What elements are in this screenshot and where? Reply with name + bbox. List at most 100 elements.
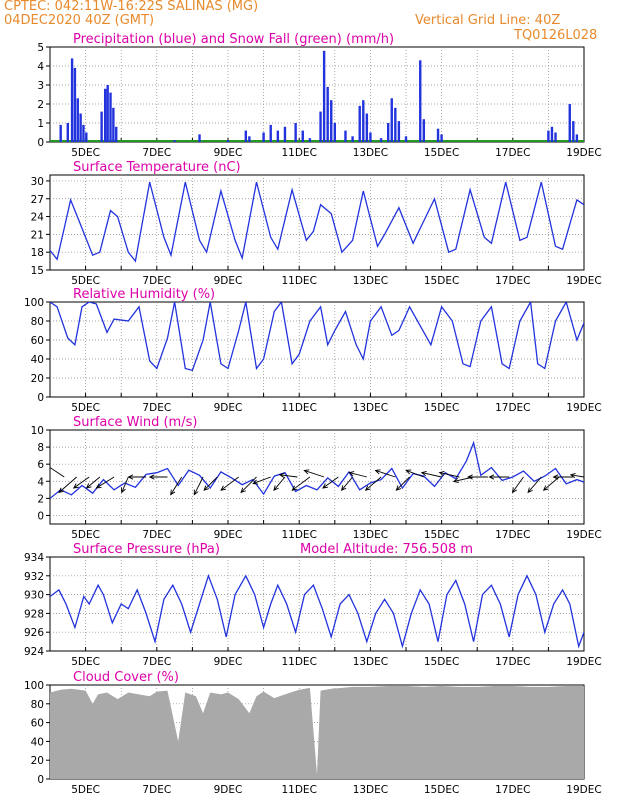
- wind-vector: [421, 472, 442, 478]
- precip-bar: [59, 124, 62, 142]
- panel-frame: [49, 174, 585, 271]
- series-group: [50, 302, 584, 372]
- y-tick-label: 18: [31, 247, 44, 259]
- y-tick-label: 40: [31, 736, 44, 748]
- precip-bar: [547, 130, 550, 142]
- x-tick-label: 13DEC: [353, 656, 388, 668]
- precip-bar: [226, 140, 230, 142]
- y-tick-label: 4: [37, 476, 44, 488]
- y-tick-label: 10: [31, 425, 44, 437]
- y-tick-label: 924: [24, 646, 44, 658]
- panel-2: Surface Temperature (nC) 15 18 21 24 27 30 5DEC…: [31, 160, 602, 287]
- y-tick-label: 932: [24, 571, 44, 583]
- wind-vector: [240, 476, 257, 493]
- wind-vector: [273, 476, 286, 491]
- wind-vector: [50, 466, 65, 478]
- series-line: [50, 302, 584, 372]
- wind-vector: [220, 476, 239, 491]
- precip-bar: [109, 92, 112, 142]
- x-tick-label: 19DEC: [566, 147, 601, 159]
- y-tick-label: 1: [37, 118, 44, 130]
- x-tick-label: 5DEC: [71, 656, 100, 668]
- wind-vector: [203, 476, 218, 491]
- precip-bar: [269, 124, 272, 142]
- precip-bar: [397, 121, 401, 142]
- wind-vector: [396, 476, 410, 491]
- wind-vector-head: [438, 471, 445, 477]
- precip-bar: [115, 126, 118, 142]
- y-tick-label: 0: [37, 774, 44, 786]
- x-tick-label: 17DEC: [495, 402, 530, 414]
- precip-bar: [79, 113, 82, 142]
- panel-title: Surface Wind (m/s): [73, 415, 197, 430]
- x-tick-label: 11DEC: [281, 275, 316, 287]
- precip-bar: [362, 100, 365, 142]
- x-tick-label: 11DEC: [281, 147, 316, 159]
- wind-vector: [121, 476, 129, 493]
- x-tick-label: 9DEC: [214, 529, 243, 541]
- y-tick-label: 2: [37, 493, 44, 505]
- x-tick-label: 11DEC: [281, 402, 316, 414]
- x-tick-label: 9DEC: [214, 147, 243, 159]
- wind-vector-head: [340, 485, 347, 491]
- panel-frame: [49, 556, 585, 652]
- y-tick-label: 0: [37, 137, 44, 149]
- precip-bar: [82, 124, 85, 142]
- precip-bar: [394, 107, 397, 142]
- y-tick-label: 20: [31, 373, 44, 385]
- x-tick-label: 5DEC: [71, 275, 100, 287]
- wind-vector: [58, 476, 77, 493]
- wind-vector-head: [467, 474, 473, 480]
- wind-vector: [527, 476, 542, 493]
- y-tick-label: 20: [31, 755, 44, 767]
- y-tick-label: 30: [31, 176, 44, 188]
- wind-vector-head: [193, 489, 199, 496]
- precip-bar: [112, 107, 115, 142]
- y-tick-label: 6: [37, 459, 44, 471]
- y-tick-label: 80: [31, 316, 44, 328]
- panel-title: Surface Temperature (nC): [73, 160, 241, 175]
- precip-bar: [326, 86, 329, 142]
- x-tick-label: 9DEC: [214, 402, 243, 414]
- x-tick-label: 7DEC: [142, 784, 171, 796]
- wind-vector-head: [85, 483, 92, 489]
- wind-vector-head: [420, 471, 427, 477]
- precip-bar: [73, 67, 77, 142]
- x-tick-label: 19DEC: [566, 402, 601, 414]
- cloud-cover-area: [50, 685, 584, 779]
- series-group: [50, 573, 584, 649]
- wind-vector: [365, 476, 382, 491]
- wind-vector: [170, 476, 183, 495]
- wind-vector: [570, 474, 584, 478]
- y-tick-label: 930: [24, 590, 44, 602]
- x-tick-label: 13DEC: [353, 784, 388, 796]
- precip-bar: [575, 134, 579, 142]
- series-line: [50, 440, 584, 499]
- wind-vector-head: [322, 483, 328, 489]
- y-tick-label: 926: [24, 627, 44, 639]
- wind-vector-head: [364, 485, 371, 491]
- x-tick-label: 17DEC: [495, 656, 530, 668]
- precip-bar: [322, 50, 326, 142]
- wind-vector-head: [220, 485, 227, 491]
- panel-frame: [49, 46, 585, 143]
- y-tick-label: 0: [37, 510, 44, 522]
- y-tick-label: 60: [31, 718, 44, 730]
- precip-bar: [262, 132, 265, 142]
- x-tick-label: 19DEC: [566, 529, 601, 541]
- panel-frame: [49, 301, 585, 398]
- wind-vector: [96, 476, 115, 489]
- x-tick-label: 15DEC: [424, 784, 459, 796]
- y-tick-label: 8: [37, 442, 44, 454]
- precip-bar: [76, 98, 79, 142]
- y-tick-label: 80: [31, 699, 44, 711]
- precip-bar: [106, 85, 109, 142]
- series-group: [50, 685, 584, 779]
- wind-vector: [341, 476, 353, 491]
- wind-vector: [322, 476, 339, 489]
- precip-bar: [351, 136, 354, 142]
- header-model-code: TQ0126L028: [514, 28, 598, 43]
- wind-vector-head: [348, 471, 355, 477]
- panel-title: Cloud Cover (%): [73, 670, 179, 685]
- precip-bar: [419, 60, 422, 142]
